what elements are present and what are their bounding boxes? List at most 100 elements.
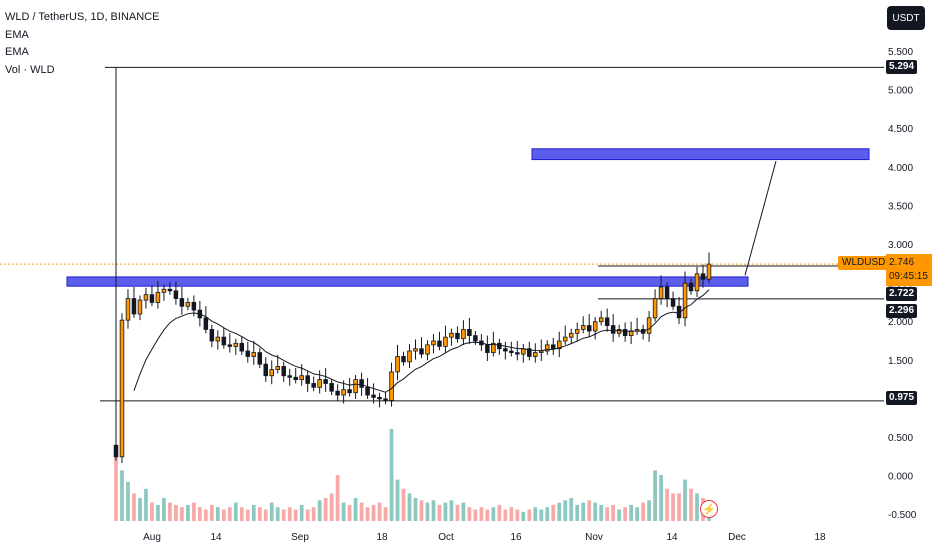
volume-bar <box>449 500 454 521</box>
volume-bar <box>545 507 550 521</box>
candle <box>215 336 221 342</box>
volume-bar <box>162 498 166 521</box>
symbol-tag: WLDUSDT <box>838 256 896 270</box>
candle <box>239 342 245 352</box>
candle <box>491 342 496 353</box>
candle <box>616 329 622 334</box>
volume-bar <box>353 498 358 521</box>
x-tick-label: 18 <box>376 532 388 543</box>
y-tick-label: 2.000 <box>888 317 913 328</box>
x-tick-label: Oct <box>438 532 454 543</box>
candle <box>539 350 544 353</box>
flash-icon[interactable]: ⚡ <box>700 500 718 518</box>
volume-bar <box>635 507 639 521</box>
legend-title: WLD / TetherUS, 1D, BINANCE <box>5 11 160 23</box>
volume-bar <box>174 504 178 521</box>
candle <box>515 352 520 355</box>
candle <box>664 286 670 299</box>
volume-bar <box>467 507 472 521</box>
candle <box>143 294 149 301</box>
level-tag-low: 0.975 <box>886 391 918 405</box>
candle <box>209 329 215 342</box>
level-tag-2296: 2.296 <box>886 304 918 318</box>
volume-bar <box>114 452 118 521</box>
candle <box>682 282 688 319</box>
x-tick-label: 16 <box>510 532 522 543</box>
volume-bar <box>341 502 346 521</box>
candle <box>149 294 155 303</box>
volume-bar <box>293 509 298 521</box>
volume-bar <box>605 507 610 521</box>
volume-bar <box>647 500 651 521</box>
legend-ema-1[interactable]: EMA <box>5 28 29 41</box>
candle <box>119 319 125 458</box>
candle <box>580 325 586 330</box>
candle <box>551 344 556 350</box>
volume-bar <box>479 507 484 521</box>
candle <box>323 379 328 384</box>
volume-bar <box>629 504 633 521</box>
volume-bar <box>611 504 616 521</box>
volume-bar <box>443 502 448 521</box>
level-tag-mid: 2.722 <box>886 287 918 301</box>
volume-bar <box>641 502 645 521</box>
volume-bar <box>491 507 496 521</box>
volume-bar <box>551 504 556 521</box>
volume-bar <box>317 500 322 521</box>
y-tick-label: 4.000 <box>888 163 913 174</box>
candle <box>586 325 592 332</box>
candle <box>694 273 700 292</box>
y-tick-label: 0.500 <box>888 433 913 444</box>
volume-bar <box>527 509 532 521</box>
candle <box>568 332 574 338</box>
volume-bar <box>239 507 244 521</box>
candle <box>335 390 340 396</box>
volume-bar <box>653 470 657 521</box>
volume-bar <box>539 509 544 521</box>
candle <box>670 298 676 307</box>
legend-volume[interactable]: Vol · WLD <box>5 63 55 76</box>
y-tick-label: 5.000 <box>888 86 913 97</box>
volume-bar <box>503 509 508 521</box>
volume-bar <box>659 475 663 521</box>
candle <box>527 348 532 357</box>
candle <box>503 348 508 352</box>
candle <box>604 317 610 326</box>
candle <box>443 336 448 347</box>
candle <box>473 335 478 342</box>
volume-bar <box>485 509 490 521</box>
x-tick-label: 18 <box>814 532 826 543</box>
candle <box>305 375 310 384</box>
candle <box>347 389 352 394</box>
volume-bar <box>168 502 172 521</box>
volume-bar <box>305 509 310 521</box>
candle <box>521 348 526 355</box>
candle <box>245 350 251 357</box>
volume-bar <box>192 502 196 521</box>
legend-ema-2[interactable]: EMA <box>5 46 29 58</box>
volume-bar <box>132 493 136 521</box>
volume-bar <box>383 507 388 521</box>
countdown-value: 09:45:15 <box>889 271 928 282</box>
volume-bar <box>401 488 406 521</box>
volume-bar <box>371 504 376 521</box>
candle <box>329 383 334 392</box>
volume-bar <box>695 493 699 521</box>
volume-bar <box>425 502 430 521</box>
volume-bar <box>377 502 382 521</box>
volume-bar <box>677 493 681 521</box>
volume-bar <box>251 504 256 521</box>
target-zone <box>531 148 870 161</box>
candle <box>275 366 280 370</box>
volume-bar <box>623 507 627 521</box>
volume-bar <box>587 500 592 521</box>
candle <box>700 273 706 280</box>
candle <box>221 336 227 346</box>
y-tick-label: 4.500 <box>888 124 913 135</box>
candle <box>533 352 538 357</box>
candle <box>227 344 233 347</box>
volume-bar <box>689 488 693 521</box>
projection-line <box>744 160 777 276</box>
currency-button[interactable]: USDT <box>887 6 925 30</box>
